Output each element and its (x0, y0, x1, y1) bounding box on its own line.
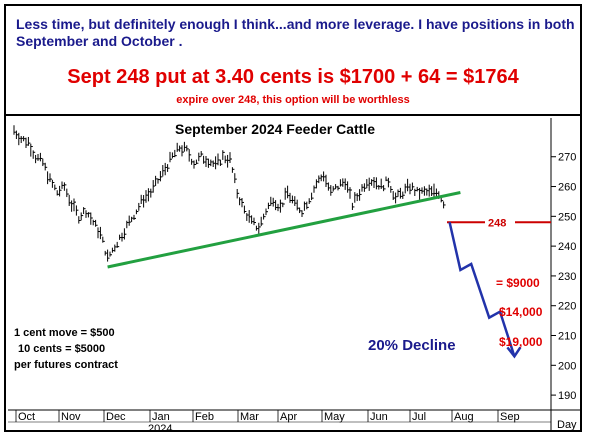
price-19000-annotation: $19,000 (499, 335, 543, 349)
x-tick-label: Nov (61, 411, 81, 423)
x-tick-label: Oct (18, 411, 35, 423)
y-tick-label: 260 (558, 182, 576, 194)
x-tick-label: Jul (412, 411, 426, 423)
x-tick-label: Jan (152, 411, 170, 423)
price-14000-annotation: $14,000 (499, 305, 543, 319)
contract-note-1: 1 cent move = $500 (14, 327, 115, 339)
header-price-line: Sept 248 put at 3.40 cents is $1700 + 64… (67, 66, 519, 88)
y-tick-label: 250 (558, 211, 576, 223)
chart-title: September 2024 Feeder Cattle (175, 121, 375, 137)
y-tick-label: 230 (558, 271, 576, 283)
x-tick-label: Feb (195, 411, 214, 423)
support-trendline (107, 191, 461, 269)
x-tick-label: Apr (280, 411, 297, 423)
strike-label-bg (485, 215, 515, 229)
x-tick-label: May (324, 411, 345, 423)
header-panel: Less time, but definitely enough I think… (4, 4, 582, 116)
y-tick-label: 190 (558, 390, 576, 402)
y-tick-label: 270 (558, 152, 576, 164)
y-tick-label: 240 (558, 241, 576, 253)
contract-note-3: per futures contract (14, 359, 118, 371)
header-note: expire over 248, this option will be wor… (176, 94, 410, 106)
x-tick-label: Dec (106, 411, 126, 423)
decline-annotation: 20% Decline (368, 337, 456, 354)
x-tick-label: Mar (240, 411, 259, 423)
x-tick-label: Aug (454, 411, 474, 423)
y-tick-label: 220 (558, 301, 576, 313)
x-tick-label: Sep (500, 411, 520, 423)
y-tick-label: 210 (558, 331, 576, 343)
projection-arrow-path (448, 222, 516, 357)
strike-label: 248 (488, 217, 506, 229)
x-unit-label: Day (557, 419, 577, 431)
x-tick-label: Jun (370, 411, 388, 423)
header-text: Less time, but definitely enough I think… (16, 16, 575, 49)
projection-arrowhead (506, 346, 522, 359)
x-year-label: 2024 (148, 423, 172, 435)
contract-note-2: 10 cents = $5000 (18, 343, 105, 355)
y-tick-label: 200 (558, 360, 576, 372)
price-9000-annotation: = $9000 (496, 276, 540, 290)
